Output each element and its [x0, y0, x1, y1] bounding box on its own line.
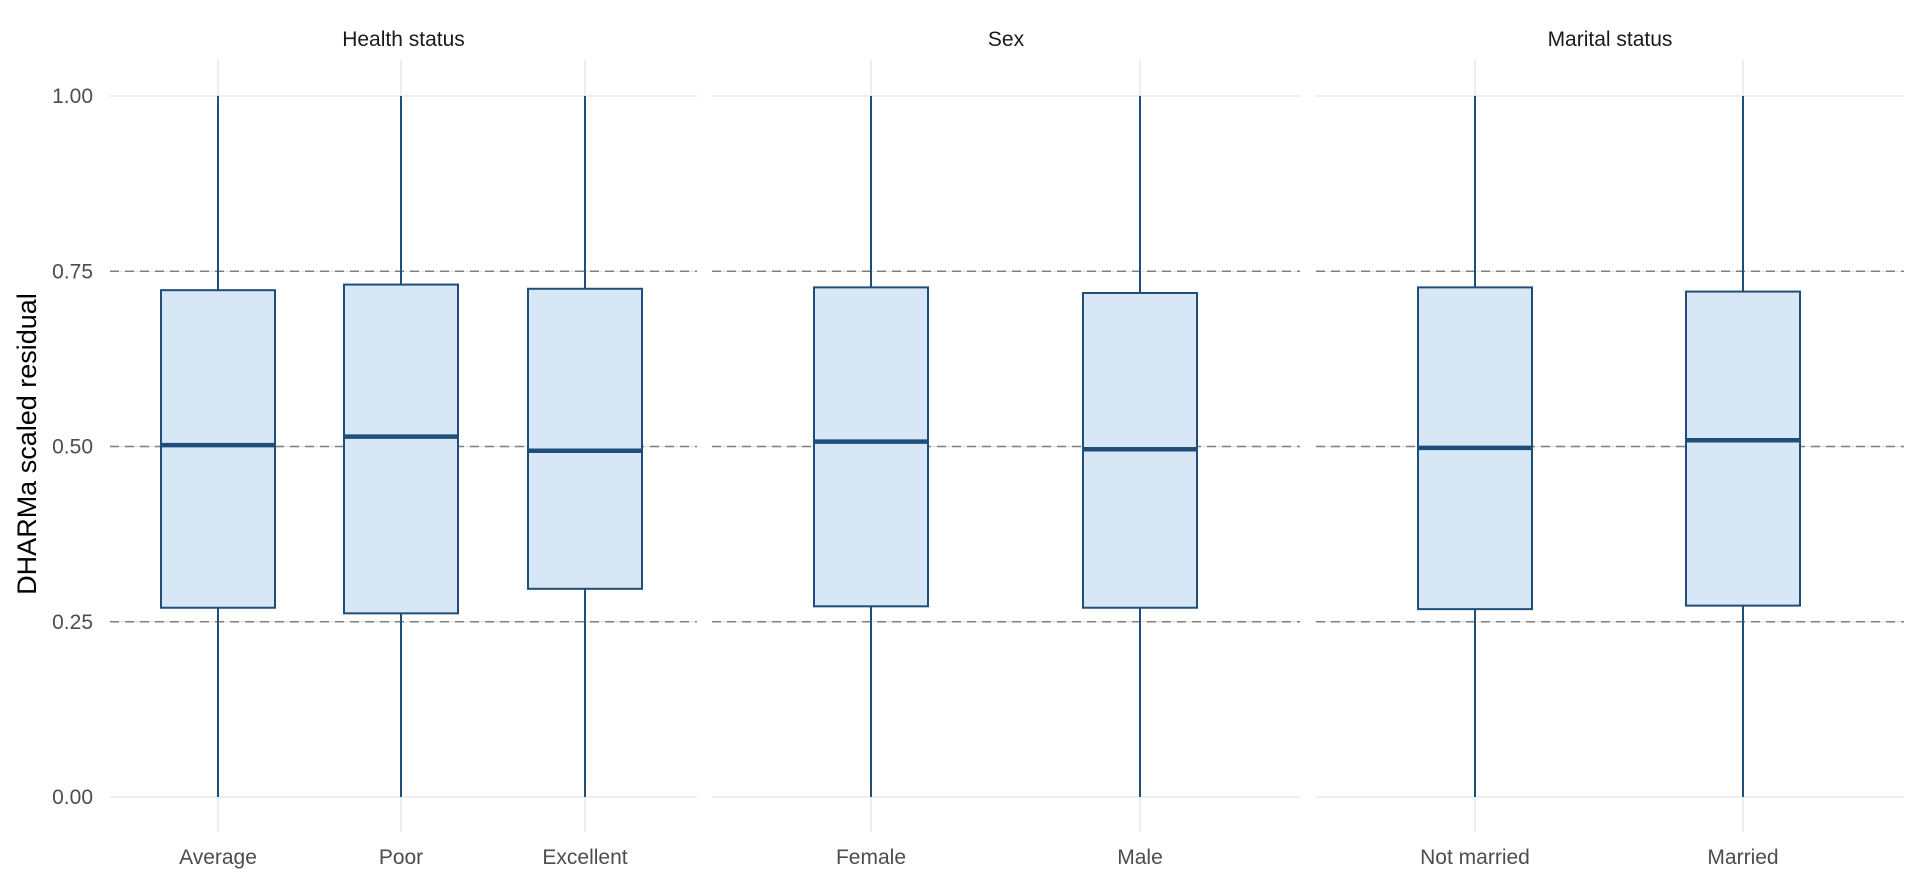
y-axis-label: DHARMa scaled residual — [12, 293, 42, 595]
x-tick-label: Average — [179, 846, 257, 869]
panel-title: Sex — [988, 28, 1025, 51]
boxplot-item — [343, 96, 459, 797]
box-iqr — [813, 286, 929, 608]
y-tick-label: 0.75 — [52, 260, 93, 283]
facet-panels: Health status Average Poor Excellent Sex Fema… — [110, 28, 1904, 869]
x-tick-label: Not married — [1420, 846, 1530, 869]
facet-panel: Sex Female Male — [712, 28, 1300, 869]
y-axis: 0.00 0.25 0.50 0.75 1.00 — [52, 85, 93, 809]
boxplot-item — [160, 96, 276, 797]
x-tick-label: Female — [836, 846, 906, 869]
boxplot-item — [813, 96, 929, 797]
y-tick-label: 0.00 — [52, 786, 93, 809]
y-tick-label: 0.25 — [52, 611, 93, 634]
box-iqr — [1685, 290, 1801, 607]
x-tick-label: Married — [1707, 846, 1778, 869]
y-tick-label: 1.00 — [52, 85, 93, 108]
x-tick-label: Poor — [379, 846, 423, 869]
boxplot-item — [1417, 96, 1533, 797]
facet-panel: Marital status Not married Married — [1316, 28, 1904, 869]
panel-title: Marital status — [1548, 28, 1673, 51]
boxplot-item — [1082, 96, 1198, 797]
x-tick-label: Excellent — [542, 846, 627, 869]
boxplot-item — [1685, 96, 1801, 797]
box-iqr — [527, 287, 643, 590]
facet-panel: Health status Average Poor Excellent — [110, 28, 697, 869]
box-iqr — [160, 289, 276, 609]
boxplot-item — [527, 96, 643, 797]
box-iqr — [343, 283, 459, 615]
x-tick-label: Male — [1117, 846, 1163, 869]
y-tick-label: 0.50 — [52, 436, 93, 459]
panel-title: Health status — [342, 28, 465, 51]
